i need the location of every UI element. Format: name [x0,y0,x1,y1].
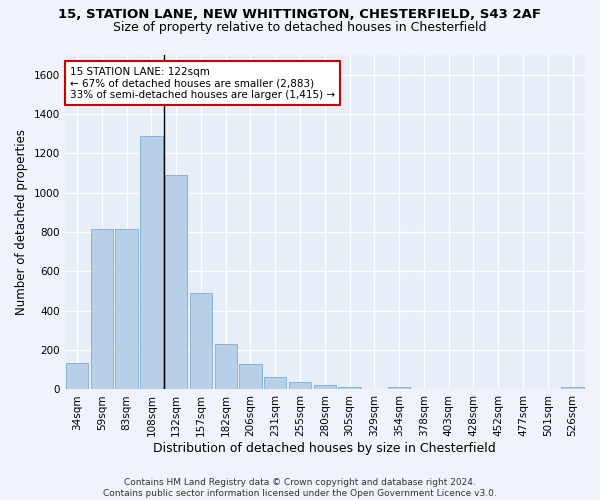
Bar [338,386,361,390]
Bar [264,376,286,390]
Text: 15, STATION LANE, NEW WHITTINGTON, CHESTERFIELD, S43 2AF: 15, STATION LANE, NEW WHITTINGTON, CHEST… [59,8,542,20]
Bar [562,386,584,390]
Bar [215,344,237,390]
Bar [115,229,138,390]
Bar [239,364,262,390]
Bar [190,293,212,390]
Bar [388,386,410,390]
Y-axis label: Number of detached properties: Number of detached properties [15,129,28,315]
Bar [314,384,336,390]
Bar [66,363,88,390]
Bar [165,175,187,390]
Bar [140,136,163,390]
Text: Contains HM Land Registry data © Crown copyright and database right 2024.
Contai: Contains HM Land Registry data © Crown c… [103,478,497,498]
Text: 15 STATION LANE: 122sqm
← 67% of detached houses are smaller (2,883)
33% of semi: 15 STATION LANE: 122sqm ← 67% of detache… [70,66,335,100]
Text: Size of property relative to detached houses in Chesterfield: Size of property relative to detached ho… [113,22,487,35]
Bar [91,229,113,390]
X-axis label: Distribution of detached houses by size in Chesterfield: Distribution of detached houses by size … [154,442,496,455]
Bar [289,382,311,390]
